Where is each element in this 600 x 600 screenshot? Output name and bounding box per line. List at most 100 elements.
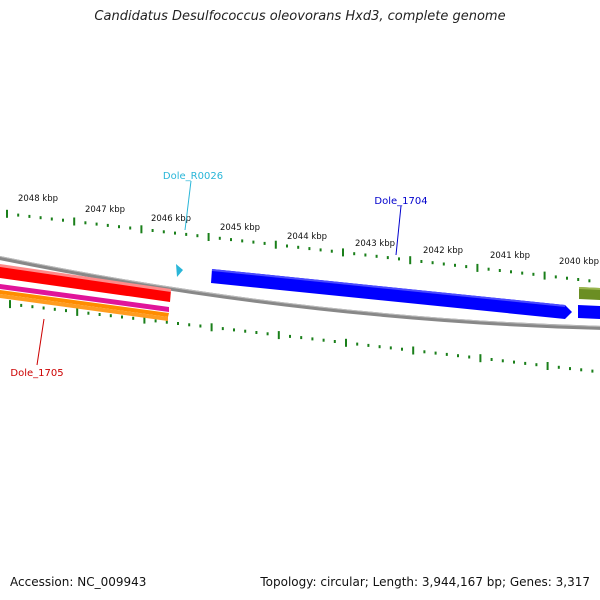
- top-row-minor-tick: [230, 238, 232, 242]
- top-row-minor-tick: [129, 226, 132, 230]
- label-dole-1705: Dole_1705: [10, 368, 63, 379]
- bottom-row-minor-tick: [490, 358, 493, 361]
- top-row-minor-tick: [308, 247, 311, 251]
- top-row-minor-tick: [263, 241, 266, 245]
- top-row-major-tick: [73, 217, 76, 226]
- callout-dole-1704: Dole_1704: [374, 196, 428, 256]
- bottom-row-minor-tick: [233, 328, 235, 332]
- top-row-minor-tick: [431, 261, 434, 265]
- tick-label: 2048 kbp: [18, 194, 58, 204]
- bottom-row-minor-tick: [255, 331, 258, 334]
- top-row-minor-tick: [577, 278, 580, 281]
- gene-dole-r0026[interactable]: [176, 264, 183, 277]
- top-row-minor-tick: [84, 221, 87, 225]
- top-row-major-tick: [6, 209, 8, 218]
- top-row-minor-tick: [386, 256, 389, 260]
- top-row-major-tick: [409, 256, 412, 265]
- bottom-row-minor-tick: [109, 314, 112, 318]
- top-row-major-tick: [543, 271, 546, 280]
- top-row-major-tick: [207, 233, 210, 241]
- top-row-minor-tick: [39, 216, 42, 220]
- bottom-row-minor-tick: [457, 354, 459, 358]
- bottom-row-minor-tick: [569, 367, 571, 371]
- bottom-row-major-tick: [210, 323, 213, 332]
- bottom-row-minor-tick: [322, 338, 325, 342]
- bottom-row-major-tick: [277, 331, 280, 340]
- bottom-row-minor-tick: [468, 355, 471, 359]
- label-dole-r0026: Dole_R0026: [163, 171, 223, 182]
- label-dole-1704: Dole_1704: [374, 196, 427, 207]
- callout-dole-1705: Dole_1705: [10, 318, 64, 379]
- bottom-row-minor-tick: [311, 337, 314, 341]
- bottom-row-major-tick: [412, 346, 415, 355]
- bottom-row-minor-tick: [98, 313, 101, 316]
- bottom-row-minor-tick: [580, 368, 583, 372]
- bottom-row-minor-tick: [300, 336, 303, 340]
- top-row-minor-tick: [241, 239, 244, 243]
- top-row-minor-tick: [353, 252, 356, 256]
- bottom-row-minor-tick: [535, 363, 538, 367]
- bottom-row-minor-tick: [53, 307, 56, 311]
- accession-text: Accession: NC_009943: [10, 575, 147, 589]
- bottom-row-minor-tick: [333, 340, 336, 343]
- top-row-minor-tick: [375, 254, 378, 258]
- top-row-minor-tick: [420, 260, 423, 263]
- top-row-minor-tick: [297, 245, 300, 249]
- gene-dole-1704[interactable]: [211, 269, 572, 319]
- bottom-row-minor-tick: [132, 316, 135, 320]
- bottom-row-minor-tick: [244, 329, 247, 333]
- bottom-row-minor-tick: [378, 345, 381, 349]
- tick-label: 2043 kbp: [355, 239, 395, 249]
- tick-label: 2045 kbp: [220, 223, 260, 233]
- bottom-row-major-tick: [9, 300, 11, 309]
- top-row-minor-tick: [364, 253, 367, 257]
- top-row-minor-tick: [50, 217, 53, 221]
- tick-row-bottom: [9, 300, 594, 373]
- tick-label: 2046 kbp: [151, 214, 191, 224]
- genome-summary-text: Topology: circular; Length: 3,944,167 bp…: [260, 575, 590, 589]
- bottom-row-minor-tick: [87, 311, 90, 315]
- gene-next-blue[interactable]: [578, 305, 600, 319]
- top-row-minor-tick: [532, 272, 535, 276]
- bottom-row-minor-tick: [557, 365, 560, 369]
- bottom-row-minor-tick: [445, 352, 448, 356]
- genome-backbone: [0, 255, 600, 330]
- top-row-minor-tick: [521, 271, 524, 275]
- bottom-row-minor-tick: [591, 369, 594, 373]
- top-row-minor-tick: [454, 263, 456, 267]
- top-row-major-tick: [274, 240, 277, 249]
- top-row-minor-tick: [17, 213, 20, 217]
- bottom-row-major-tick: [479, 354, 482, 363]
- bottom-row-minor-tick: [434, 351, 437, 355]
- gene-dole-1705[interactable]: [0, 264, 171, 321]
- bottom-row-minor-tick: [165, 320, 168, 324]
- bottom-row-major-tick: [345, 338, 347, 347]
- top-row-minor-tick: [442, 262, 445, 266]
- bottom-row-minor-tick: [177, 322, 179, 325]
- top-row-minor-tick: [588, 279, 591, 283]
- bottom-row-minor-tick: [266, 332, 269, 336]
- bottom-row-minor-tick: [20, 303, 23, 307]
- top-row-minor-tick: [174, 231, 176, 235]
- bottom-row-minor-tick: [401, 347, 403, 351]
- bottom-row-minor-tick: [31, 305, 34, 309]
- bottom-row-major-tick: [143, 315, 146, 324]
- bottom-row-minor-tick: [501, 359, 504, 363]
- tick-labels: 2048 kbp 2047 kbp 2046 kbp 2045 kbp 2044 kbp…: [18, 194, 599, 267]
- top-row-minor-tick: [62, 218, 64, 222]
- gene-olive[interactable]: [579, 287, 600, 300]
- top-row-minor-tick: [106, 223, 109, 227]
- top-row-minor-tick: [218, 236, 221, 240]
- top-row-minor-tick: [118, 225, 120, 229]
- tick-label: 2040 kbp: [559, 257, 599, 267]
- tick-label: 2042 kbp: [423, 246, 463, 256]
- top-row-minor-tick: [566, 276, 568, 280]
- top-row-minor-tick: [510, 270, 512, 274]
- tick-label: 2041 kbp: [490, 251, 530, 261]
- top-row-minor-tick: [28, 214, 31, 218]
- top-row-minor-tick: [162, 230, 165, 234]
- bottom-row-minor-tick: [121, 315, 123, 319]
- top-row-minor-tick: [196, 234, 199, 238]
- bottom-row-minor-tick: [389, 346, 392, 350]
